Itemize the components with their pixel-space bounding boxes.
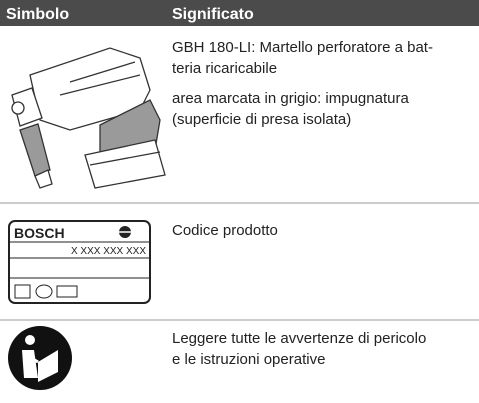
meaning-line: (superficie di presa isolata) <box>172 111 351 128</box>
header-cell: Simbolo <box>6 6 69 23</box>
meaning-line: teria ricaricabile <box>172 60 277 77</box>
table-header <box>0 0 479 26</box>
drill-icon <box>11 47 166 189</box>
meaning-line: GBH 180-LI: Martello perforatore a bat- <box>172 39 433 56</box>
header-cell: Significato <box>172 6 254 23</box>
meaning-line: Codice prodotto <box>172 222 278 239</box>
meaning-line: area marcata in grigio: impugnatura <box>172 90 409 107</box>
meaning-line: Leggere tutte le avvertenze di pericolo <box>172 330 426 347</box>
read-manual-icon <box>8 326 72 390</box>
product-label: BOSCH X XXX XXX XXX <box>8 220 151 304</box>
label-brand: BOSCH <box>14 225 65 241</box>
meaning-line: e le istruzioni operative <box>172 351 325 368</box>
label-code: X XXX XXX XXX <box>71 246 146 257</box>
